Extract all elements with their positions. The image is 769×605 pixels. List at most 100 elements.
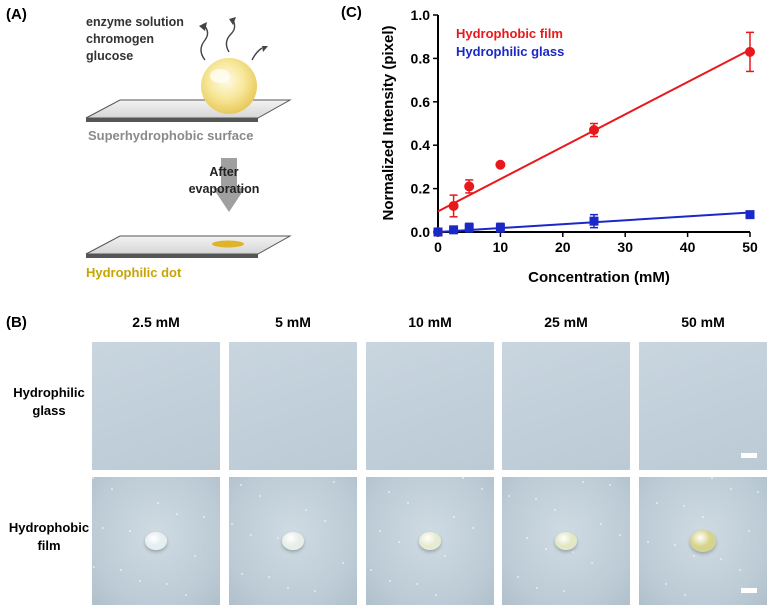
surface-speck [342, 562, 344, 564]
row-title-line-2: glass [32, 403, 66, 418]
panel-b-label: (B) [6, 314, 27, 331]
x-tick-label: 30 [617, 239, 633, 255]
row-title-line-1: Hydrophilic [13, 385, 85, 400]
droplet-icon [419, 532, 441, 550]
surface-speck [462, 477, 464, 479]
surface-speck [684, 594, 686, 596]
fit-lines [437, 48, 751, 233]
surface-speck [757, 491, 759, 493]
process-arrow-shaft [221, 158, 237, 188]
row-title-glass: Hydrophilic glass [4, 384, 94, 420]
reagent-2: chromogen [86, 32, 155, 46]
surface-speck [277, 537, 279, 539]
photo-film-5 [639, 477, 767, 605]
surface-speck [508, 495, 510, 497]
surface-speck [129, 530, 131, 532]
photo-film-3 [366, 477, 494, 605]
data-point-hydrophobic [745, 46, 755, 57]
surface-speck [157, 502, 159, 504]
data-point-hydrophobic [464, 181, 475, 192]
x-axis-label: Concentration (mM) [528, 269, 670, 286]
surface-speck [536, 587, 538, 589]
surface-speck [683, 505, 685, 507]
surface-speck [720, 558, 722, 560]
photo-glass-5 [639, 342, 767, 470]
surface-speck [665, 583, 667, 585]
surface-speck [517, 576, 519, 578]
hydrophilic-dot-icon [212, 240, 244, 248]
column-title-5: 50 mM [681, 314, 725, 330]
surface-speck [472, 527, 474, 529]
step-label-line-2: evaporation [188, 182, 260, 196]
surface-speck [407, 502, 409, 504]
surface-speck [481, 488, 483, 490]
x-tick-label: 10 [493, 239, 509, 255]
surface-speck [287, 587, 289, 589]
surface-speck [185, 594, 187, 596]
legend-entry-hydrophobic: Hydrophobic film [456, 26, 563, 41]
chart-legend: Hydrophobic film Hydrophilic glass [456, 26, 564, 59]
data-point-hydrophilic [449, 225, 459, 235]
droplet-icon [201, 58, 257, 114]
surface-label: Superhydrophobic surface [88, 128, 254, 143]
data-point-hydrophilic [745, 210, 755, 220]
surface-speck [379, 530, 381, 532]
y-tick-label: 0.8 [411, 50, 431, 66]
photo-glass-3 [366, 342, 494, 470]
surface-speck [535, 498, 537, 500]
dried-plate [85, 235, 292, 255]
data-point-hydrophilic [495, 223, 505, 233]
column-title-2: 5 mM [275, 314, 311, 330]
droplet-icon [690, 530, 716, 552]
surface-speck [166, 583, 168, 585]
surface-speck [748, 530, 750, 532]
surface-speck [609, 484, 611, 486]
column-title-4: 25 mM [544, 314, 588, 330]
column-title-1: 2.5 mM [132, 314, 180, 330]
surface-speck [305, 509, 307, 511]
data-point-hydrophilic [433, 227, 443, 237]
surface-speck [268, 576, 270, 578]
surface-speck [250, 534, 252, 536]
step-label-line-1: After [209, 165, 239, 179]
surface-speck [739, 569, 741, 571]
data-point-hydrophobic [448, 200, 459, 211]
dot-label: Hydrophilic dot [86, 265, 182, 280]
data-point-hydrophilic [589, 216, 599, 226]
y-tick-label: 0.0 [411, 224, 431, 240]
photo-film-1 [92, 477, 220, 605]
y-axis-label: Normalized Intensity (pixel) [380, 25, 397, 220]
surface-speck [241, 573, 243, 575]
surface-speck [600, 523, 602, 525]
reagent-list: enzyme solution chromogen glucose [86, 14, 184, 65]
surface-speck [324, 520, 326, 522]
row-title-line-2: film [37, 538, 61, 553]
surface-speck [92, 477, 94, 479]
surface-speck [647, 541, 649, 543]
reagent-3: glucose [86, 49, 134, 63]
surface-speck [398, 541, 400, 543]
data-point-hydrophobic [495, 159, 506, 170]
step-label: After evaporation [174, 164, 274, 198]
surface-speck [231, 523, 233, 525]
droplet-icon [555, 532, 577, 550]
surface-speck [730, 488, 732, 490]
reagent-1: enzyme solution [86, 15, 184, 29]
surface-speck [102, 527, 104, 529]
surface-speck [194, 555, 196, 557]
data-point-hydrophobic [589, 125, 599, 136]
x-tick-label: 50 [742, 239, 758, 255]
x-tick-label: 0 [434, 239, 442, 255]
surface-speck [702, 516, 704, 518]
surface-speck [333, 481, 335, 483]
surface-speck [203, 516, 205, 518]
surface-speck [388, 491, 390, 493]
superhydrophobic-plate [85, 99, 292, 119]
surface-speck [582, 481, 584, 483]
droplet-icon [282, 532, 304, 550]
surface-speck [120, 569, 122, 571]
scale-bar [741, 588, 757, 593]
photo-glass-4 [502, 342, 630, 470]
process-arrow-head [213, 188, 245, 212]
x-tick-label: 20 [555, 239, 571, 255]
